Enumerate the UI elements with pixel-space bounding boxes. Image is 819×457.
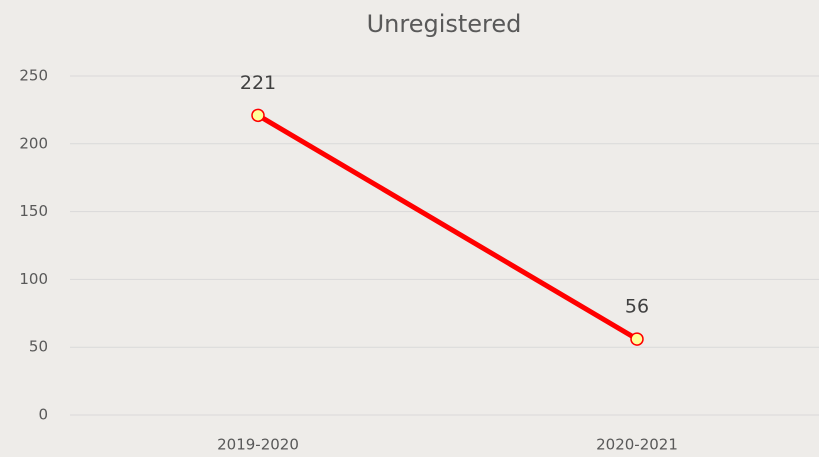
line-series xyxy=(256,113,639,342)
x-tick-label: 2019-2020 xyxy=(217,436,299,454)
chart-title: Unregistered xyxy=(367,10,522,38)
y-tick-label: 150 xyxy=(19,202,48,220)
point xyxy=(630,332,644,346)
y-tick-label: 100 xyxy=(19,270,48,288)
data-label: 221 xyxy=(240,72,276,94)
y-tick-label: 0 xyxy=(38,406,48,424)
x-tick-label: 2020-2021 xyxy=(596,436,678,454)
point xyxy=(251,108,265,123)
y-tick-label: 200 xyxy=(19,134,48,152)
y-tick-label: 250 xyxy=(19,67,48,85)
y-tick-label: 50 xyxy=(29,338,48,356)
data-label: 56 xyxy=(625,296,649,318)
